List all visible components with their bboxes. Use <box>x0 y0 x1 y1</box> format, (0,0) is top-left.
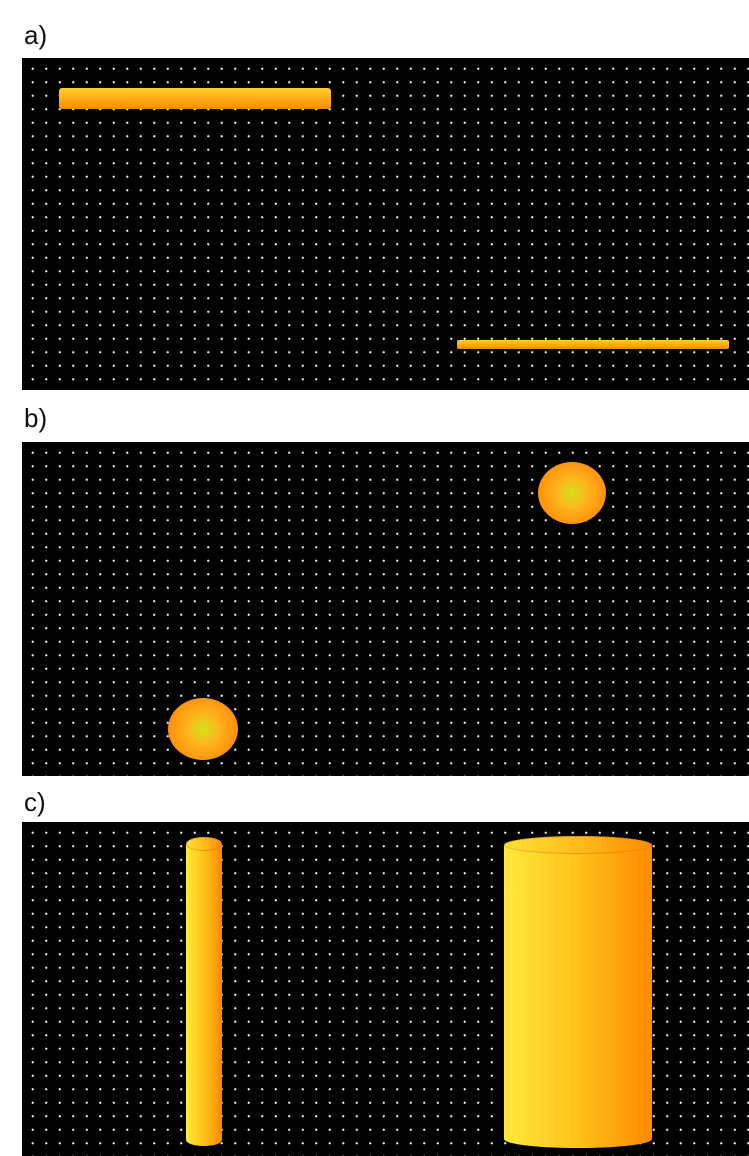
sphere-top-right <box>538 462 606 524</box>
thick-horizontal-bar <box>59 88 331 109</box>
panel-a-label: a) <box>24 20 48 50</box>
wide-cylinder-top <box>504 836 652 854</box>
sphere-bottom-left <box>168 698 238 760</box>
wide-cylinder-bottom <box>504 1130 652 1148</box>
panel-c-label: c) <box>24 787 46 817</box>
thin-cylinder-bottom <box>186 1134 222 1146</box>
thin-cylinder-top <box>186 837 222 851</box>
panel-b-label: b) <box>24 403 48 433</box>
panel-b <box>22 442 749 776</box>
panel-a <box>22 58 749 390</box>
wide-cylinder-body <box>504 845 652 1139</box>
thin-horizontal-bar <box>457 340 729 349</box>
thin-cylinder-body <box>186 844 222 1140</box>
panel-c <box>22 822 749 1156</box>
